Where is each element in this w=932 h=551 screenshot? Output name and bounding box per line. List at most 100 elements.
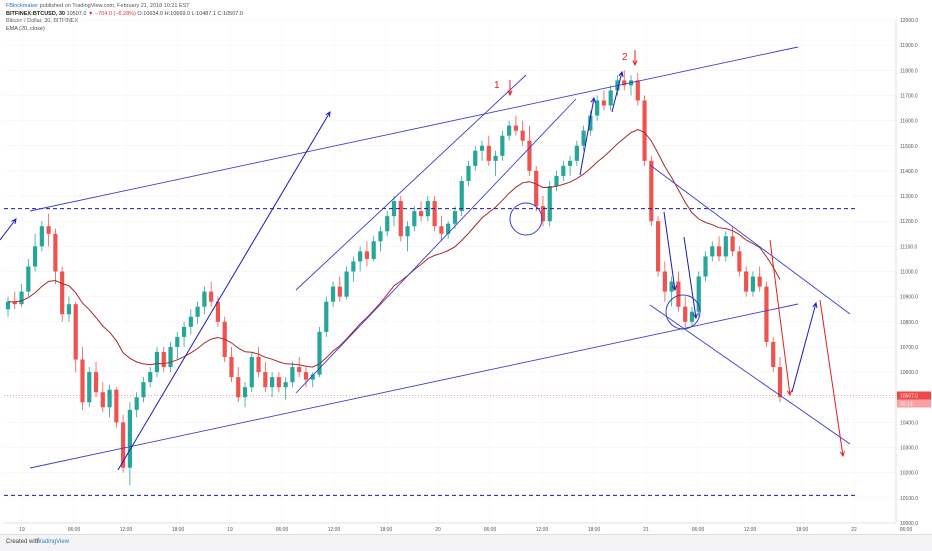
projection-arrow-up-shaft xyxy=(791,302,817,393)
candle-body xyxy=(391,201,397,217)
candle-body xyxy=(330,286,336,302)
candle-body xyxy=(114,389,119,423)
candle-body xyxy=(452,211,458,224)
candle-body xyxy=(710,246,715,257)
candle-body xyxy=(358,251,363,262)
footer-bar: Created with TradingView xyxy=(0,534,932,551)
candle-body xyxy=(446,223,451,234)
price-axis[interactable]: 10000.010100.010200.010300.010400.010500… xyxy=(895,18,931,527)
time-tick-label: 06:00 xyxy=(484,527,497,533)
candle-body xyxy=(263,372,268,388)
candle-body xyxy=(32,246,38,267)
candle-body xyxy=(703,256,708,277)
price-tick-label: 10800.0 xyxy=(900,320,918,326)
publisher-name[interactable]: FBlockmaker xyxy=(6,3,39,9)
candle-body xyxy=(385,216,390,232)
highlight-circle xyxy=(665,294,701,330)
price-tick-label: 11000.0 xyxy=(900,270,918,276)
projection-arrow-down-shaft xyxy=(819,299,844,457)
candle-body xyxy=(561,165,566,176)
tradingview-logo[interactable]: TradingView xyxy=(36,539,70,545)
chart-title: Bitcoin / Dollar, 30, BITFINEX xyxy=(6,18,79,25)
time-tick-label: 18:00 xyxy=(588,527,601,533)
candle-body xyxy=(567,160,573,166)
candle-body xyxy=(398,201,403,237)
candle-body xyxy=(507,125,512,136)
price-tick-label: 11400.0 xyxy=(900,169,918,175)
candle-body xyxy=(161,351,166,368)
candle-body xyxy=(777,367,783,398)
ohlc-last: 10507.0 xyxy=(66,10,87,17)
price-tick-label: 10700.0 xyxy=(900,345,918,351)
projection-arrow-down-head xyxy=(671,285,678,292)
candle-body xyxy=(574,145,579,161)
candle-body xyxy=(242,387,248,398)
candle-body xyxy=(168,346,173,368)
candle-body xyxy=(229,357,234,378)
candle-body xyxy=(175,336,180,347)
candle-body xyxy=(5,301,11,310)
price-tick-label: 12000.0 xyxy=(900,18,918,24)
projection-arrow-up-shaft xyxy=(579,97,595,176)
chart-header: FBlockmaker published on TradingView.com… xyxy=(6,3,243,33)
projection-arrow-up-shaft xyxy=(117,111,331,471)
candle-body xyxy=(601,100,607,106)
candle-body xyxy=(500,135,505,156)
candle-body xyxy=(547,185,552,222)
candle-body xyxy=(39,226,44,247)
price-tick-label: 11200.0 xyxy=(900,219,918,225)
symbol-label[interactable]: BITFINEX:BTCUSD, 30 xyxy=(6,10,65,17)
time-tick-label: 12:00 xyxy=(744,527,757,533)
candle-body xyxy=(19,291,24,305)
publisher-info: published on TradingView.com, February 2… xyxy=(39,3,190,9)
candle-body xyxy=(121,422,126,468)
candle-body xyxy=(80,359,85,403)
ohlc-change: ▼ −704.0 (−6.28%) xyxy=(87,10,136,17)
candle-body xyxy=(310,374,315,380)
candle-body xyxy=(87,372,92,403)
candles-layer xyxy=(5,70,783,486)
indicator-label[interactable]: EMA (20, close) xyxy=(6,25,45,32)
candle-body xyxy=(154,351,160,373)
candle-body xyxy=(520,130,525,141)
candle-body xyxy=(107,389,112,408)
ema-line xyxy=(7,129,781,368)
projection-arrow-down-shaft xyxy=(663,211,676,291)
trend-channel-line xyxy=(649,164,851,315)
price-tick-label: 11500.0 xyxy=(900,144,918,150)
ema-layer xyxy=(7,129,781,368)
candle-body xyxy=(432,201,437,227)
candle-body xyxy=(93,372,99,393)
candle-body xyxy=(466,165,471,181)
price-tick-label: 10000.0 xyxy=(900,521,918,527)
candle-body xyxy=(493,155,498,161)
trend-channel-line xyxy=(649,304,851,445)
candle-body xyxy=(337,286,342,297)
candle-body xyxy=(730,236,735,252)
projection-arrow-up-head xyxy=(11,218,17,224)
title-line: Bitcoin / Dollar, 30, BITFINEX xyxy=(6,18,243,26)
price-tick-label: 11600.0 xyxy=(900,119,918,125)
projection-arrow-down-head xyxy=(692,313,698,320)
candle-body xyxy=(371,241,376,259)
candle-body xyxy=(351,261,356,272)
candle-body xyxy=(737,251,742,272)
chart-grid xyxy=(4,19,907,524)
candle-body xyxy=(303,372,309,380)
projection-arrow-up-head xyxy=(325,111,331,118)
time-axis[interactable]: 19 06:00 12:00 18:00 19 06:00 12:00 18:00 20 06:0… xyxy=(4,522,912,533)
candle-body xyxy=(527,140,532,171)
candle-body xyxy=(283,382,288,388)
candle-body xyxy=(418,211,424,217)
symbol-line: BITFINEX:BTCUSD, 30 10507.0 ▼ −704.0 (−6… xyxy=(6,11,243,19)
projection-arrow-down-head xyxy=(786,390,793,397)
candle-body xyxy=(750,276,756,292)
candle-body xyxy=(188,316,193,327)
marker-arrow-down-head xyxy=(632,60,638,67)
candle-body xyxy=(656,221,661,272)
trend-channel-line xyxy=(295,74,527,291)
time-tick-label: 12:00 xyxy=(536,527,549,533)
candle-body xyxy=(276,377,281,388)
trend-channel-line xyxy=(295,98,577,394)
